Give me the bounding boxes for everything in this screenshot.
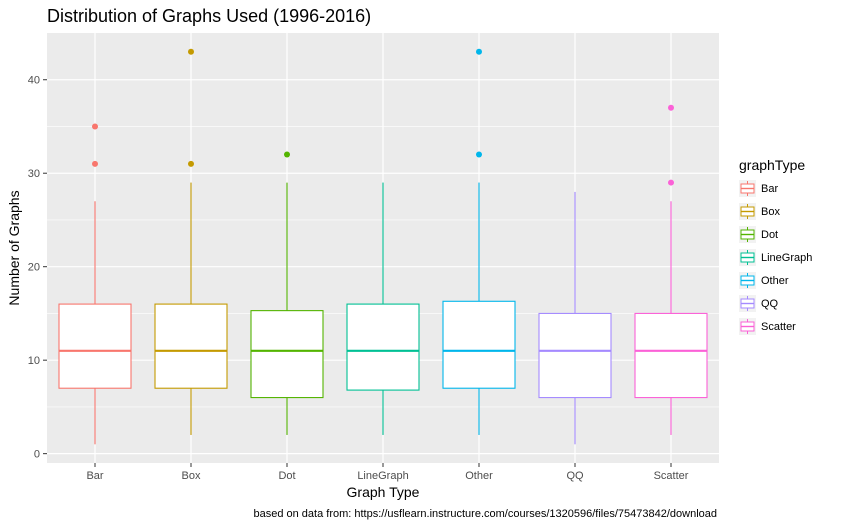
outlier-point xyxy=(476,48,482,55)
x-tick-label: LineGraph xyxy=(357,470,408,482)
y-tick-label: 10 xyxy=(28,355,40,367)
box-bar xyxy=(58,123,132,445)
legend-label: Box xyxy=(761,206,780,218)
legend-label: Scatter xyxy=(761,321,796,333)
legend-title: graphType xyxy=(739,157,805,173)
box-box xyxy=(154,48,228,435)
legend-label: Dot xyxy=(761,229,778,241)
box-other xyxy=(442,48,516,435)
legend-item-dot: Dot xyxy=(739,226,778,243)
box-iqr xyxy=(250,310,324,399)
legend-item-qq: QQ xyxy=(739,295,779,312)
chart-caption: based on data from: https://usflearn.ins… xyxy=(253,508,717,520)
x-tick-label: Dot xyxy=(278,470,295,482)
outlier-point xyxy=(284,151,290,158)
legend-item-linegraph: LineGraph xyxy=(739,249,812,266)
y-tick-label: 20 xyxy=(28,262,40,274)
chart-title: Distribution of Graphs Used (1996-2016) xyxy=(47,6,371,26)
y-axis-label: Number of Graphs xyxy=(6,190,22,305)
x-tick-label: Bar xyxy=(86,470,103,482)
legend-item-bar: Bar xyxy=(739,180,778,197)
legend: graphType Bar Box Dot LineGraph Other QQ Scatt… xyxy=(739,157,812,335)
axes-layer: 0 10 20 30 40 Bar Box Dot LineGraph Other QQ Scatte… xyxy=(28,75,689,482)
x-tick-label: Box xyxy=(182,470,201,482)
box-linegraph xyxy=(346,182,420,435)
outlier-point xyxy=(668,104,674,111)
outlier-point xyxy=(92,123,98,130)
outlier-point xyxy=(188,160,194,167)
box-iqr xyxy=(442,300,516,389)
legend-item-other: Other xyxy=(739,272,789,289)
legend-label: QQ xyxy=(761,298,779,310)
legend-item-box: Box xyxy=(739,203,780,220)
legend-label: Other xyxy=(761,275,789,287)
y-tick-label: 0 xyxy=(34,449,40,461)
box-scatter xyxy=(634,104,708,435)
x-tick-label: Scatter xyxy=(654,470,689,482)
legend-label: Bar xyxy=(761,183,778,195)
y-tick-label: 40 xyxy=(28,75,40,87)
outlier-point xyxy=(92,160,98,167)
legend-label: LineGraph xyxy=(761,252,812,264)
legend-item-scatter: Scatter xyxy=(739,318,796,335)
outlier-point xyxy=(668,179,674,186)
box-iqr xyxy=(58,303,132,389)
box-qq xyxy=(538,191,612,445)
boxes-layer xyxy=(58,48,708,445)
x-tick-label: Other xyxy=(465,470,493,482)
x-tick-label: QQ xyxy=(566,470,584,482)
box-iqr xyxy=(154,303,228,389)
box-iqr xyxy=(634,312,708,399)
outlier-point xyxy=(476,151,482,158)
box-iqr xyxy=(538,312,612,399)
x-axis-label: Graph Type xyxy=(347,484,420,500)
outlier-point xyxy=(188,48,194,55)
y-tick-label: 30 xyxy=(28,168,40,180)
box-dot xyxy=(250,151,324,435)
box-iqr xyxy=(346,303,420,391)
